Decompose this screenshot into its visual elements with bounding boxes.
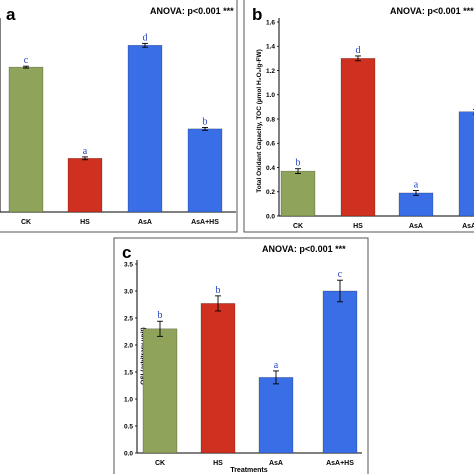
bar-asa [127, 44, 163, 213]
bar-asa [398, 192, 434, 217]
panel-c-frame [113, 237, 369, 474]
y-tick-label: 0.6 [266, 141, 275, 148]
y-tick-label: 1.0 [124, 396, 133, 403]
category-label: AsA+HS [191, 219, 219, 226]
significance-letter: b [296, 158, 301, 169]
bar-asa-hs [187, 128, 223, 213]
panel-c-anova: ANOVA: p<0.001 *** [262, 244, 346, 254]
bar-asa [258, 377, 294, 454]
y-tick-label: 0.5 [124, 423, 133, 430]
bar-ck [280, 170, 316, 217]
panel-b-ylabel: Total Oxidant Capacity, TOC (µmol H₂O₂/g… [256, 49, 263, 193]
y-tick-label: 0.4 [266, 165, 275, 172]
category-label: AsA+HS [326, 460, 354, 467]
category-label: HS [353, 223, 363, 230]
y-tick-label: 1.5 [124, 369, 133, 376]
significance-letter: a [274, 360, 279, 371]
panel-c-xlabel: Treatments [230, 467, 267, 474]
y-tick-label: 1.2 [266, 68, 275, 75]
panel-b-letter: b [252, 5, 262, 24]
significance-letter: b [216, 285, 221, 296]
y-tick-label: 2.0 [124, 342, 133, 349]
significance-letter: d [143, 32, 148, 43]
category-label: HS [213, 460, 223, 467]
y-tick-label: 1.0 [266, 92, 275, 99]
panel-a: a ANOVA: p<0.001 *** c CK a HS d AsA b AsA+HS [0, 0, 238, 233]
bar-asa-hs [458, 111, 474, 217]
significance-letter: d [356, 45, 361, 56]
y-tick-label: 3.5 [124, 261, 133, 268]
category-label: AsA [269, 460, 283, 467]
y-tick-label: 3.0 [124, 288, 133, 295]
panel-b: b ANOVA: p<0.001 *** Total Oxidant Capac… [243, 0, 474, 233]
significance-letter: a [414, 180, 419, 191]
panel-a-anova: ANOVA: p<0.001 *** [150, 6, 234, 16]
significance-letter: b [203, 116, 208, 127]
panel-b-frame [243, 0, 474, 233]
significance-letter: c [338, 269, 343, 280]
category-label: HS [80, 219, 90, 226]
bar-hs [67, 158, 103, 213]
category-label: CK [293, 223, 303, 230]
panel-b-anova: ANOVA: p<0.001 *** [390, 6, 474, 16]
y-tick-label: 0.0 [124, 450, 133, 457]
category-label: AsA [138, 219, 152, 226]
bar-hs [340, 58, 376, 217]
y-tick-label: 0.8 [266, 116, 275, 123]
bar-ck [142, 328, 178, 454]
significance-letter: a [83, 146, 88, 157]
y-tick-label: 2.5 [124, 315, 133, 322]
category-label: AsA [409, 223, 423, 230]
significance-letter: c [24, 55, 29, 66]
bar-asa-hs [322, 290, 358, 454]
y-tick-label: 0.2 [266, 189, 275, 196]
bar-hs [200, 303, 236, 454]
bar-ck [8, 66, 44, 213]
panel-a-letter: a [6, 5, 16, 24]
category-label: AsA+HS [462, 223, 474, 230]
y-tick-label: 1.4 [266, 44, 275, 51]
category-label: CK [155, 460, 165, 467]
y-tick-label: 0.0 [266, 213, 275, 220]
panel-c: c ANOVA: p<0.001 *** OSI (arbitrary unit… [113, 237, 369, 474]
panel-c-letter: c [122, 243, 131, 262]
category-label: CK [21, 219, 31, 226]
panel-a-frame [0, 0, 238, 233]
y-tick-label: 1.6 [266, 19, 275, 26]
significance-letter: b [158, 310, 163, 321]
